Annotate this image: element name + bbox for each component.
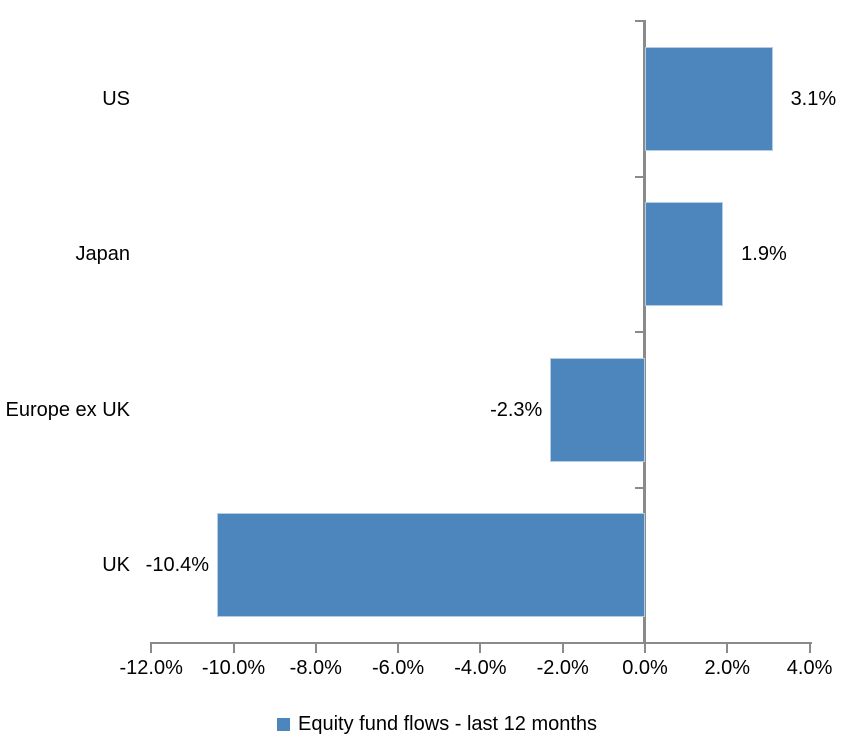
bar: [645, 202, 724, 307]
x-axis-tick-label: -4.0%: [454, 657, 507, 679]
category-axis-tick: [635, 20, 643, 22]
legend-swatch-icon: [277, 717, 290, 731]
x-axis-tick: [644, 644, 646, 653]
x-axis-tick-label: 2.0%: [704, 657, 751, 679]
category-axis-tick: [635, 175, 643, 178]
x-axis-tick: [314, 644, 317, 653]
bar-value-label: -2.3%: [490, 398, 543, 421]
y-axis-line: [643, 20, 646, 644]
category-label: Japan: [75, 243, 131, 266]
category-axis-tick: [635, 486, 643, 489]
x-axis-tick: [479, 644, 482, 653]
chart-legend: Equity fund flows - last 12 months: [277, 708, 597, 740]
x-axis-tick-label: -10.0%: [201, 657, 266, 679]
bar-value-label: 3.1%: [790, 87, 837, 110]
bar: [645, 46, 773, 151]
legend-label: Equity fund flows - last 12 months: [298, 712, 598, 735]
x-axis-tick-label: 4.0%: [786, 657, 833, 679]
bar: [217, 513, 645, 618]
x-axis-line: [150, 642, 812, 644]
x-axis-tick: [150, 644, 153, 653]
x-axis-tick-label: -2.0%: [536, 657, 589, 679]
x-axis-tick-label: -8.0%: [289, 657, 342, 679]
x-axis-tick: [726, 644, 729, 653]
category-label: UK: [102, 554, 130, 577]
category-label: Europe ex UK: [5, 398, 130, 421]
x-axis-tick-label: -6.0%: [371, 657, 425, 679]
x-axis-tick: [232, 644, 235, 653]
x-axis-tick: [561, 644, 564, 653]
bar-value-label: 1.9%: [741, 243, 787, 266]
x-axis-tick: [397, 644, 400, 653]
x-axis-tick-label: 0.0%: [622, 657, 668, 679]
category-label: US: [102, 87, 130, 110]
bar: [550, 357, 645, 462]
x-axis-tick-label: -12.0%: [119, 657, 183, 679]
x-axis-tick: [808, 644, 811, 653]
bar-value-label: -10.4%: [145, 554, 210, 577]
category-axis-tick: [635, 331, 643, 333]
